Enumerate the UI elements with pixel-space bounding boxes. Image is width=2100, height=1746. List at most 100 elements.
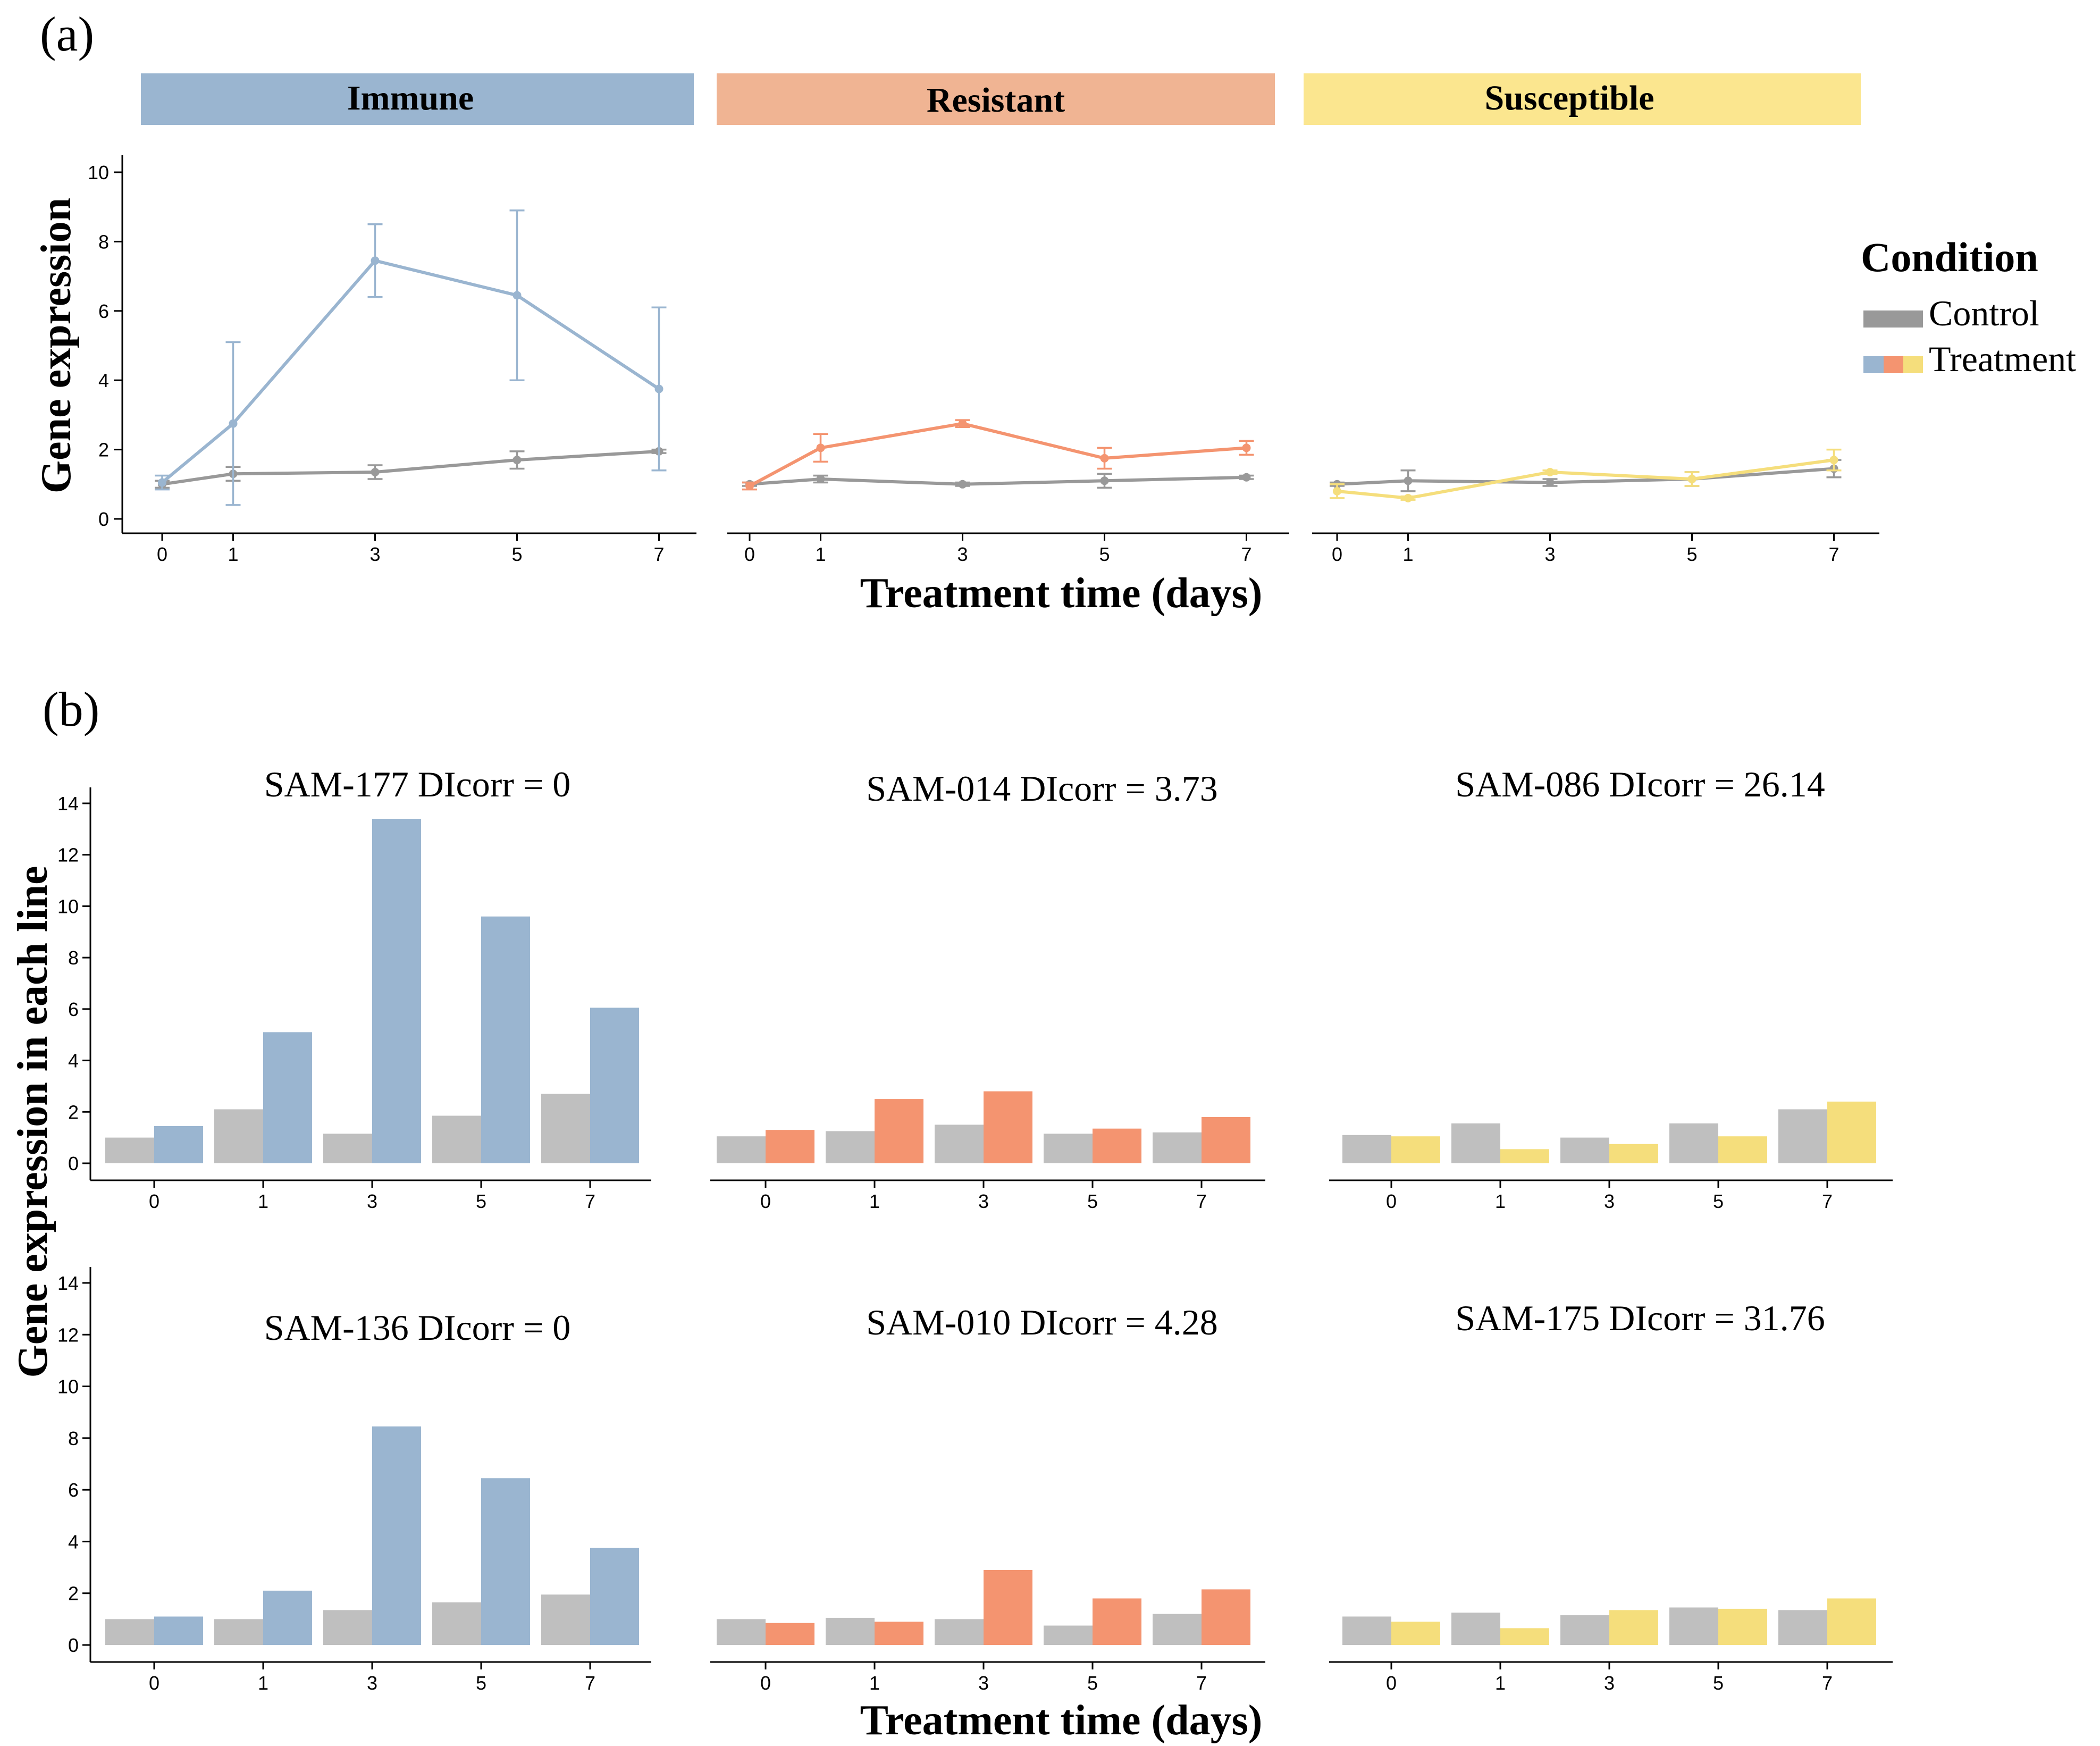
panel-b-x-tick-label: 5 — [1087, 1190, 1098, 1212]
panel-b-x-tick-label: 1 — [1495, 1190, 1506, 1212]
panel-a-y-tick-label: 4 — [98, 370, 109, 391]
panel-a-y-tick-label: 6 — [98, 300, 109, 322]
panel-b-x-tick-label: 0 — [149, 1672, 159, 1694]
panel-b-x-tick-label: 7 — [1822, 1672, 1833, 1694]
panel-b-x-tick-label: 0 — [1386, 1672, 1397, 1694]
panel-b-y-tick-label: 2 — [68, 1583, 79, 1605]
panel-b-y-tick-label: 12 — [57, 1324, 79, 1346]
panel-b-x-tick-label: 7 — [1822, 1190, 1833, 1212]
panel-a-label: (a) — [40, 7, 94, 61]
panel-b-x-tick-label: 1 — [869, 1672, 880, 1694]
panel-b-y-tick-label: 12 — [57, 844, 79, 866]
treatment-bar — [372, 819, 421, 1163]
panel-b-x-tick-label: 0 — [1386, 1190, 1397, 1212]
legend-title: Condition — [1861, 234, 2038, 280]
data-point — [1100, 476, 1109, 485]
treatment-bar — [1093, 1128, 1141, 1163]
panel-b-x-tick-label: 5 — [476, 1190, 486, 1212]
data-point — [1545, 467, 1555, 476]
panel-b-y-tick-label: 2 — [68, 1101, 79, 1123]
treatment-bar — [481, 916, 530, 1163]
control-bar — [1342, 1616, 1391, 1645]
panel-b-xlabel: Treatment time (days) — [860, 1697, 1263, 1744]
control-bar — [323, 1134, 372, 1163]
treatment-bar — [984, 1091, 1032, 1163]
panel-b-label: (b) — [43, 682, 99, 736]
panel-a-x-tick-label: 5 — [1099, 543, 1110, 565]
panel-b-y-tick-label: 4 — [68, 1050, 79, 1072]
treatment-bar — [766, 1623, 814, 1645]
data-point — [816, 475, 825, 484]
treatment-bar — [1718, 1136, 1767, 1163]
treatment-bar — [1718, 1608, 1767, 1645]
panel-a-plots: 0 2 4 6 8 10 0 1 3 5 7 0 1 3 5 7 0 1 3 5 7 — [88, 155, 1879, 565]
control-bar — [1451, 1613, 1500, 1645]
legend-control-swatch — [1863, 310, 1923, 328]
panel-a-x-tick-label: 3 — [369, 543, 380, 565]
treatment-bar — [481, 1478, 530, 1645]
panel-b-y-tick-label: 0 — [68, 1634, 79, 1656]
panel-a-ylabel: Gene expression — [33, 198, 80, 493]
control-bar — [541, 1594, 590, 1645]
treatment-bar — [875, 1099, 923, 1163]
panel-b-x-tick-label: 3 — [1604, 1672, 1615, 1694]
panel-b-y-tick-label: 0 — [68, 1153, 79, 1174]
treatment-bar — [1827, 1598, 1876, 1645]
data-point — [816, 443, 825, 452]
control-bar — [717, 1619, 766, 1645]
data-point — [158, 478, 166, 487]
control-bar — [935, 1124, 984, 1163]
strip-resistant-label: Resistant — [927, 81, 1065, 120]
strips: Immune Resistant Susceptible — [141, 73, 1861, 125]
data-point — [958, 480, 967, 489]
data-point — [745, 482, 754, 491]
legend-treatment-label: Treatment — [1929, 339, 2076, 379]
panel-b-x-tick-label: 7 — [1196, 1190, 1207, 1212]
panel-b-x-tick-label: 3 — [367, 1672, 377, 1694]
panel-b-x-tick-label: 7 — [585, 1672, 595, 1694]
panel-a-y-tick-label: 2 — [98, 439, 109, 461]
treatment-bar — [1093, 1598, 1141, 1645]
panel-b-x-tick-label: 1 — [869, 1190, 880, 1212]
control-bar — [105, 1619, 154, 1645]
panel-b-x-tick-label: 3 — [978, 1672, 989, 1694]
panel-b-x-tick-label: 5 — [1713, 1190, 1724, 1212]
data-point — [1545, 478, 1555, 487]
panel-b-x-tick-label: 1 — [258, 1190, 268, 1212]
line-title: SAM-177 DIcorr = 0 — [264, 764, 571, 804]
panel-a-x-tick-label: 3 — [1544, 543, 1555, 565]
panel-a-x-tick-label: 5 — [1686, 543, 1697, 565]
control-bar — [1669, 1123, 1718, 1163]
panel-a-x-tick-label: 0 — [157, 543, 167, 565]
control-bar — [1778, 1610, 1827, 1645]
control-bar — [1560, 1137, 1609, 1163]
control-bar — [214, 1109, 263, 1163]
data-point — [513, 456, 522, 465]
treatment-bar — [1827, 1101, 1876, 1163]
control-bar — [323, 1610, 372, 1645]
strip-immune-label: Immune — [347, 79, 474, 117]
legend-treatment-swatch-resistant — [1884, 356, 1903, 373]
control-bar — [1153, 1614, 1202, 1645]
treatment-bar — [1391, 1622, 1440, 1645]
treatment-bar — [372, 1426, 421, 1645]
panel-b-ylabel: Gene expression in each line — [10, 866, 56, 1378]
treatment-bar — [590, 1548, 639, 1645]
control-bar — [1560, 1615, 1609, 1645]
data-point — [1100, 454, 1109, 463]
data-point — [1242, 443, 1251, 452]
control-bar — [432, 1602, 481, 1645]
panel-b-x-tick-label: 3 — [1604, 1190, 1615, 1212]
panel-b-y-tick-label: 6 — [68, 1479, 79, 1501]
treatment-bar — [154, 1126, 203, 1163]
data-point — [513, 291, 522, 300]
treatment-bar — [1609, 1610, 1658, 1645]
treatment-bar — [263, 1032, 312, 1163]
panel-b-x-tick-label: 1 — [1495, 1672, 1506, 1694]
control-bar — [1669, 1607, 1718, 1645]
control-bar — [432, 1115, 481, 1163]
control-bar — [935, 1619, 984, 1645]
panel-a-x-tick-label: 5 — [511, 543, 522, 565]
data-point — [1242, 473, 1251, 482]
